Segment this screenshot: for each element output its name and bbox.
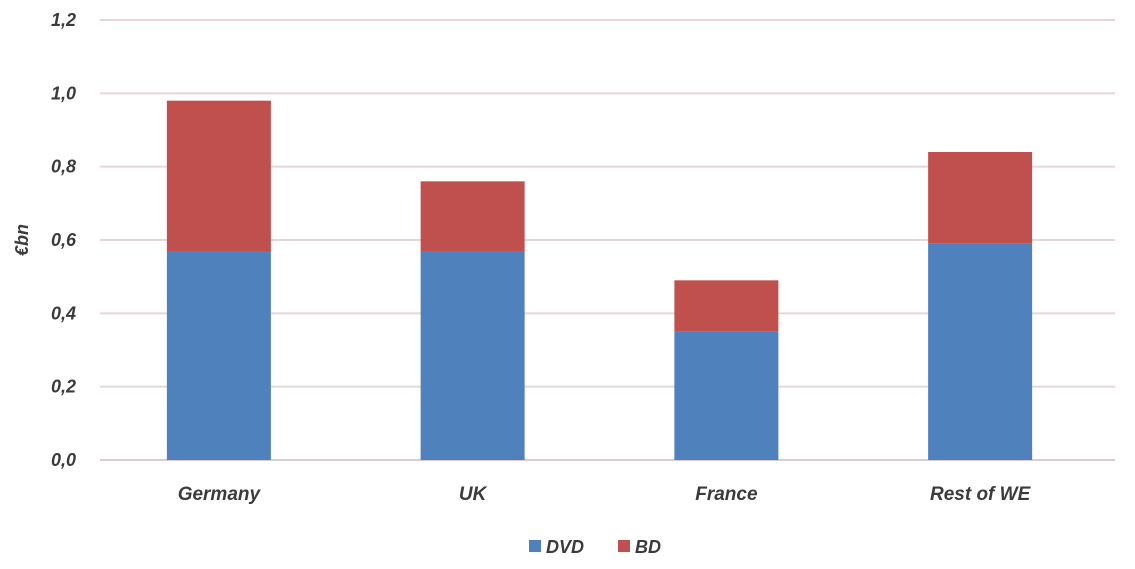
y-axis-tick-labels: 0,0 0,2 0,4 0,6 0,8 1,0 1,2: [51, 10, 77, 470]
bar-bd-france: [674, 280, 779, 332]
y-tick-label: 0,0: [51, 450, 76, 470]
bar-bd-rest-of-we: [928, 152, 1033, 244]
legend-label-dvd: DVD: [546, 537, 584, 557]
y-axis-title: €bn: [12, 224, 32, 256]
bar-bd-uk: [420, 181, 525, 251]
bar-dvd-rest-of-we: [928, 243, 1033, 460]
legend-label-bd: BD: [635, 537, 661, 557]
x-category-label: UK: [459, 484, 488, 505]
bar-dvd-germany: [166, 251, 271, 460]
y-tick-label: 0,4: [51, 303, 76, 323]
y-tick-label: 0,6: [51, 230, 77, 250]
y-tick-label: 1,2: [51, 10, 76, 30]
x-category-label: France: [695, 484, 758, 505]
y-tick-label: 0,8: [51, 157, 76, 177]
x-category-label: Germany: [178, 484, 262, 505]
y-tick-label: 0,2: [51, 377, 76, 397]
bar-dvd-uk: [420, 251, 525, 460]
bar-bd-germany: [166, 100, 271, 252]
legend: DVD BD: [529, 537, 661, 557]
x-category-label: Rest of WE: [930, 484, 1032, 505]
bar-dvd-france: [674, 331, 779, 460]
x-axis-category-labels: Germany UK France Rest of WE: [178, 484, 1032, 505]
legend-swatch-bd: [618, 540, 630, 552]
legend-swatch-dvd: [529, 540, 541, 552]
y-tick-label: 1,0: [51, 83, 76, 103]
bars: [166, 100, 1033, 460]
